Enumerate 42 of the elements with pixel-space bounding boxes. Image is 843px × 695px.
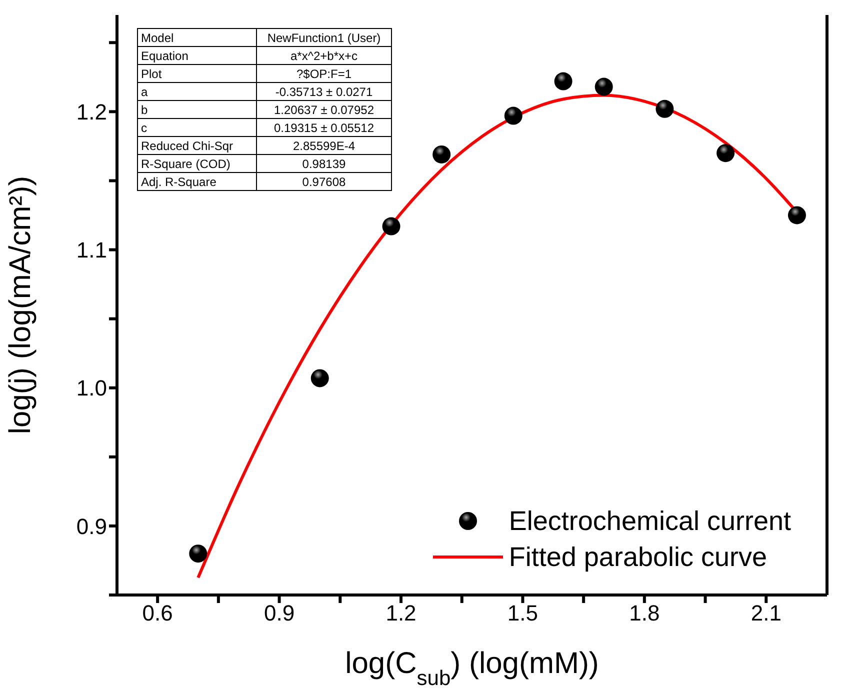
x-tick-label: 0.6 [142, 600, 173, 626]
annotation: R-Square (COD) [138, 154, 256, 172]
legend-label: Fitted parabolic curve [508, 542, 768, 572]
annotation: 2.85599E-4 [256, 136, 392, 154]
annotation: 0.97608 [256, 172, 392, 190]
legend-label: Electrochemical current [508, 506, 791, 536]
y-tick-label: 0.9 [76, 514, 107, 539]
x-tick-label: 1.2 [386, 600, 416, 626]
annotation: Plot [138, 64, 256, 82]
annotation: Equation [138, 46, 256, 64]
y-tick-label: 1.0 [76, 376, 107, 401]
y-tick-label: 1.2 [76, 99, 107, 124]
point [788, 206, 806, 224]
x-axis-title: log(C$_{sub}$) (log(mM)) [345, 647, 599, 690]
annotation: 0.98139 [256, 154, 392, 172]
point [504, 106, 522, 125]
point [432, 145, 451, 164]
point [554, 72, 572, 90]
annotation: Reduced Chi-Sqr [138, 136, 256, 154]
y-tick-label: 1.1 [76, 238, 107, 263]
annotation: Model [138, 28, 256, 46]
y-axis-title: log(j) (log(mA/cm²)) [4, 176, 37, 434]
annotation: ?$OP:F=1 [256, 64, 392, 82]
point [594, 78, 613, 96]
annotation: a [138, 82, 256, 100]
x-tick-label: 1.8 [629, 600, 660, 626]
annotation: a*x^2+b*x+c [256, 46, 392, 64]
point [656, 100, 674, 118]
point [716, 144, 735, 162]
point [382, 217, 400, 236]
x-tick-label: 2.1 [750, 600, 782, 626]
annotation: 0.19315 ± 0.05512 [256, 118, 392, 136]
annotation: b [138, 100, 256, 118]
annotation: -0.35713 ± 0.0271 [256, 82, 392, 100]
annotation: 1.20637 ± 0.07952 [256, 100, 392, 118]
point [189, 544, 208, 563]
annotation: NewFunction1 (User) [256, 28, 392, 46]
annotation: c [138, 118, 256, 136]
annotation: Adj. R-Square [138, 172, 256, 190]
x-tick-label: 0.9 [264, 600, 295, 626]
x-tick-label: 1.5 [507, 600, 538, 626]
point [310, 369, 329, 388]
